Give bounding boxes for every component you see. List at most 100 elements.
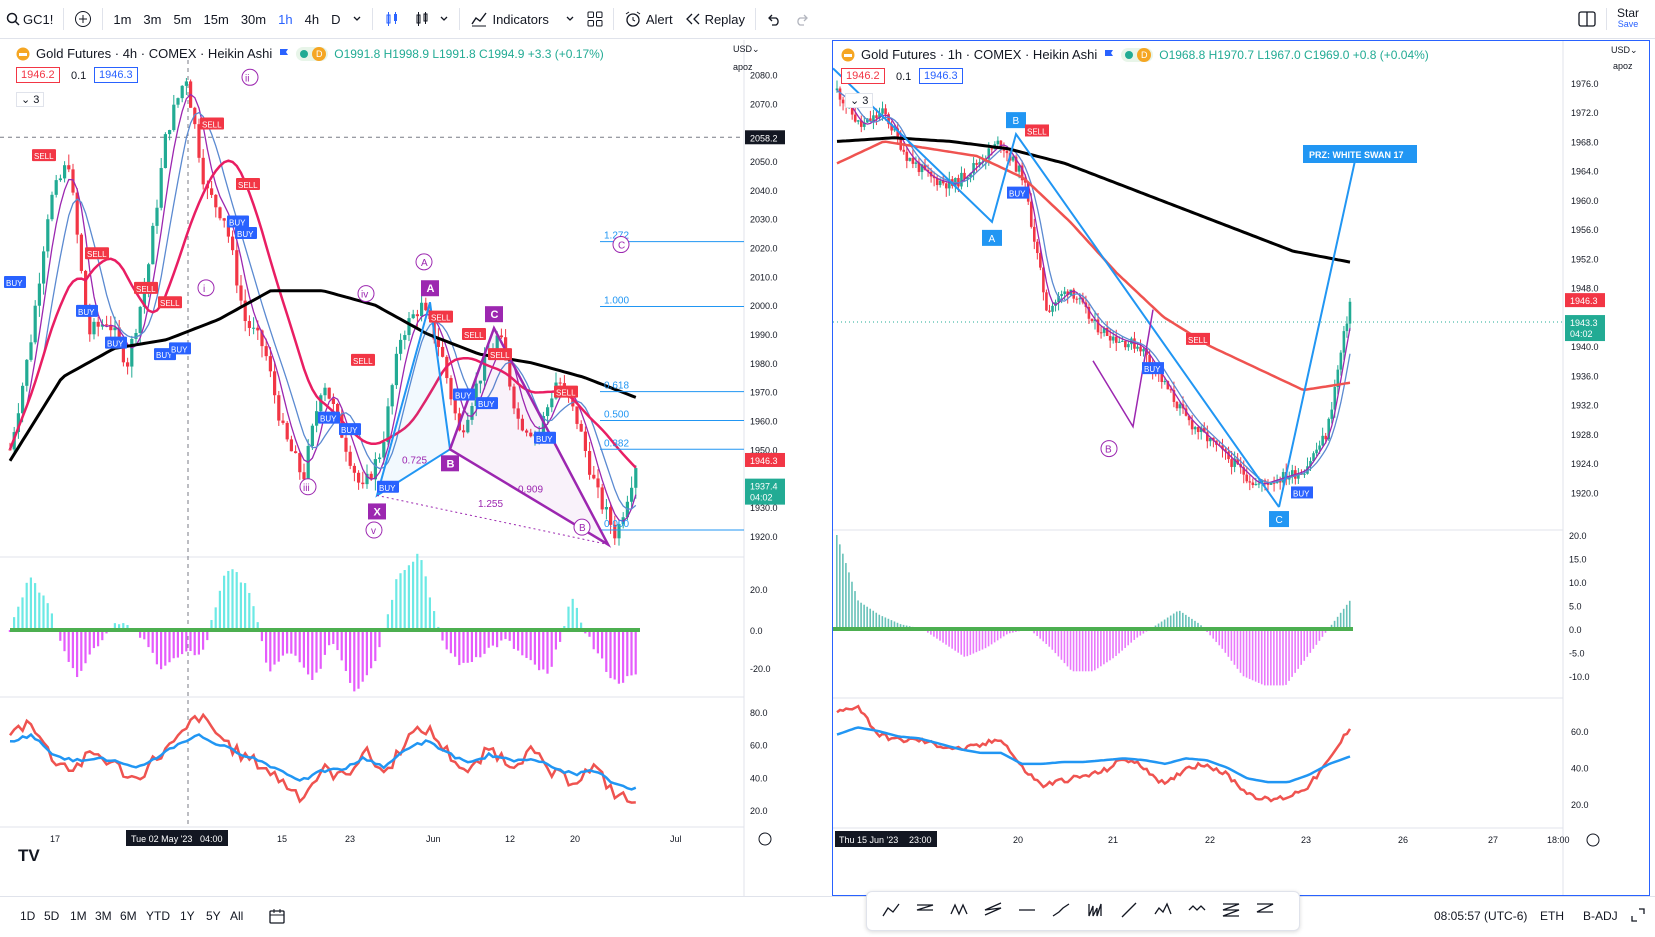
trend-pattern-tool-icon[interactable] (881, 900, 901, 920)
cycle-tool-icon[interactable] (1187, 900, 1207, 920)
settings-gear-icon[interactable] (1587, 834, 1599, 846)
range-3M[interactable]: 3M (95, 909, 112, 923)
candle-body (21, 386, 24, 413)
channel-tool-icon[interactable] (983, 900, 1003, 920)
osc-bar (168, 630, 170, 662)
candle-body (912, 158, 915, 164)
adjust-toggle[interactable]: B-ADJ (1583, 909, 1618, 923)
right-ask-box[interactable]: 1946.3 (919, 68, 963, 84)
time-tick: Jul (670, 834, 682, 844)
range-1Y[interactable]: 1Y (180, 909, 195, 923)
candle-body (1318, 446, 1321, 450)
save-button[interactable]: Star Save (1611, 0, 1655, 38)
candle-body (1091, 319, 1094, 321)
osc-bar (320, 630, 322, 669)
clock[interactable]: 08:05:57 (UTC-6) (1434, 909, 1527, 923)
compare-symbol-button[interactable] (68, 0, 98, 38)
interval-1h[interactable]: 1h (272, 0, 298, 38)
interval-3m[interactable]: 3m (137, 0, 167, 38)
candle-body (277, 395, 280, 420)
candle-body (997, 141, 1000, 145)
interval-4h[interactable]: 4h (299, 0, 325, 38)
candle-body (945, 183, 948, 188)
symbol-search[interactable]: GC1! (0, 0, 59, 38)
osc-bar (252, 606, 254, 630)
flag-icon[interactable] (1103, 49, 1115, 61)
left-bid-box[interactable]: 1946.2 (16, 67, 60, 83)
price-tick: 1980.0 (750, 359, 778, 369)
osc-bar (189, 630, 191, 651)
interval-5m[interactable]: 5m (167, 0, 197, 38)
candle-body (960, 173, 963, 187)
candle-body (407, 318, 410, 335)
osc-bar (1340, 613, 1342, 629)
osc-bar (1079, 629, 1081, 671)
interval-dropdown[interactable] (346, 0, 368, 38)
bar-style-button[interactable] (377, 0, 407, 38)
range-5D[interactable]: 5D (44, 909, 59, 923)
osc-bar (525, 630, 527, 658)
interval-D[interactable]: D (325, 0, 346, 38)
replay-button[interactable]: Replay (679, 0, 751, 38)
candle-body (1346, 324, 1349, 332)
fib-level-label: 0.500 (604, 409, 629, 420)
interval-15m[interactable]: 15m (198, 0, 235, 38)
fullscreen-button[interactable] (1630, 907, 1646, 926)
osc-bar (244, 583, 246, 630)
fib-tool-icon[interactable] (915, 900, 935, 920)
horizontal-line-tool-icon[interactable] (1017, 900, 1037, 920)
left-collapse-button[interactable]: ⌄ 3 (16, 92, 44, 107)
chart-type-button[interactable] (407, 0, 455, 38)
osc-bar (433, 611, 435, 630)
interval-30m[interactable]: 30m (235, 0, 272, 38)
time-tick: 27 (1488, 835, 1498, 845)
templates-button[interactable] (581, 0, 609, 38)
settings-gear-icon[interactable] (759, 833, 771, 845)
right-collapse-button[interactable]: ⌄ 3 (845, 93, 873, 108)
left-ask-box[interactable]: 1946.3 (94, 67, 138, 83)
session-toggle[interactable]: ETH (1540, 909, 1564, 923)
right-currency[interactable]: USD⌄ (1611, 45, 1638, 56)
interval-1m[interactable]: 1m (107, 0, 137, 38)
range-YTD[interactable]: YTD (146, 909, 170, 923)
osc-bar (963, 629, 965, 657)
osc-bar (72, 630, 74, 668)
indicators-button[interactable]: Indicators (464, 0, 580, 38)
osc-bar (948, 629, 950, 647)
osc-bar (1218, 629, 1220, 645)
range-1M[interactable]: 1M (70, 909, 87, 923)
range-All[interactable]: All (230, 909, 243, 923)
range-6M[interactable]: 6M (120, 909, 137, 923)
date-range-button[interactable] (268, 907, 286, 928)
right-collapse-count: 3 (862, 95, 868, 107)
alert-button[interactable]: Alert (618, 0, 679, 38)
left-scale-mode[interactable]: apoz (733, 62, 753, 72)
candle-body (909, 158, 912, 161)
bars-pattern-tool-icon[interactable] (1085, 900, 1105, 920)
right-bid-box[interactable]: 1946.2 (841, 68, 885, 84)
candle-body (842, 100, 845, 104)
osc-bar (93, 630, 95, 648)
search-icon (6, 12, 20, 26)
left-chart-canvas[interactable]: 1.2721.0000.6180.5000.3820.0000.7250.909… (0, 40, 786, 896)
gann-fan-tool-icon[interactable] (1255, 900, 1275, 920)
left-currency[interactable]: USD⌄ (733, 44, 760, 55)
range-1D[interactable]: 1D (20, 909, 35, 923)
undo-button[interactable] (760, 0, 788, 38)
trend-line-tool-icon[interactable] (1119, 900, 1139, 920)
osc-bar (370, 630, 372, 668)
flag-icon[interactable] (278, 48, 290, 60)
xabcd-tool-icon[interactable] (949, 900, 969, 920)
range-5Y[interactable]: 5Y (206, 909, 221, 923)
elliott-wave-tool-icon[interactable] (1221, 900, 1241, 920)
right-scale-mode[interactable]: apoz (1613, 61, 1633, 71)
layout-button[interactable] (1572, 0, 1602, 38)
path-tool-icon[interactable] (1051, 900, 1071, 920)
osc-bar (156, 630, 158, 664)
redo-button[interactable] (788, 0, 816, 38)
osc-bar (626, 630, 628, 676)
head-shoulders-tool-icon[interactable] (1153, 900, 1173, 920)
